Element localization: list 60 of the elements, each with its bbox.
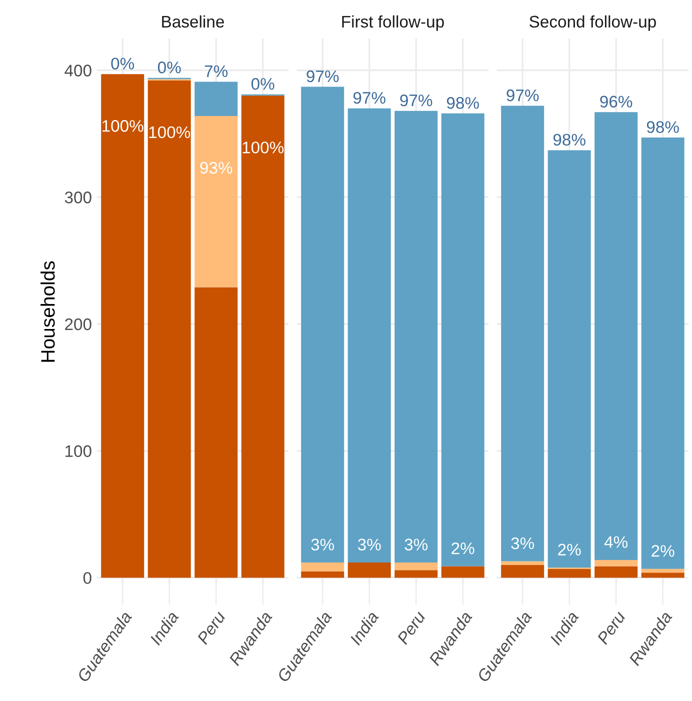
annotation: 98%	[646, 121, 679, 133]
annotation: 7%	[204, 65, 228, 78]
bar	[301, 571, 344, 578]
annotation: 2%	[452, 542, 474, 554]
bar	[501, 565, 544, 578]
bar	[348, 108, 391, 562]
annotation: 0%	[158, 62, 181, 74]
y-tick-label: 400	[64, 64, 92, 76]
annotation: 98%	[446, 97, 479, 109]
bar	[194, 116, 238, 288]
y-tick-label: 100	[65, 445, 92, 458]
annotation: 97%	[306, 70, 339, 82]
bar	[594, 566, 638, 578]
annotation: 0%	[251, 78, 274, 90]
y-tick-label: 200	[65, 318, 92, 330]
chart-title: First follow-up	[342, 15, 444, 31]
bar	[348, 562, 391, 578]
annotation: 96%	[600, 96, 632, 108]
chart-title: Baseline	[162, 15, 224, 28]
bar	[241, 96, 284, 578]
annotation: 100%	[242, 142, 284, 154]
chart-title: Second follow-up	[530, 15, 656, 31]
bar	[594, 560, 638, 566]
annotation: 98%	[553, 134, 586, 146]
bar	[501, 106, 544, 562]
bar	[501, 561, 544, 566]
bar	[548, 150, 591, 568]
annotation: 2%	[652, 545, 674, 557]
bar	[394, 562, 438, 570]
annotation: 0%	[111, 58, 134, 70]
bar	[441, 113, 484, 566]
bar	[194, 287, 238, 578]
annotation: 97%	[353, 92, 386, 104]
annotation: 3%	[358, 538, 381, 550]
bar	[641, 138, 684, 569]
annotation: 4%	[604, 536, 628, 548]
annotation: 100%	[149, 126, 190, 138]
bar	[301, 562, 344, 572]
annotation: 97%	[506, 89, 539, 102]
bar	[594, 112, 638, 560]
bar	[441, 566, 484, 578]
annotation: 3%	[511, 537, 534, 550]
bar	[101, 74, 144, 578]
annotation: 93%	[200, 162, 232, 174]
bar	[641, 568, 684, 573]
bar	[548, 568, 591, 578]
bar	[394, 110, 438, 562]
annotation: 97%	[400, 94, 432, 106]
y-tick-label: 0	[83, 572, 92, 584]
y-tick-label: 300	[64, 192, 92, 204]
bar	[148, 80, 191, 578]
annotation: 3%	[404, 538, 428, 550]
y-axis-title: Households	[40, 261, 55, 362]
annotation: 2%	[558, 544, 581, 556]
bar	[394, 570, 438, 578]
annotation: 100%	[102, 120, 144, 132]
bar	[641, 572, 684, 578]
annotation: 3%	[311, 538, 334, 550]
bar	[301, 86, 344, 562]
bar	[194, 82, 238, 116]
